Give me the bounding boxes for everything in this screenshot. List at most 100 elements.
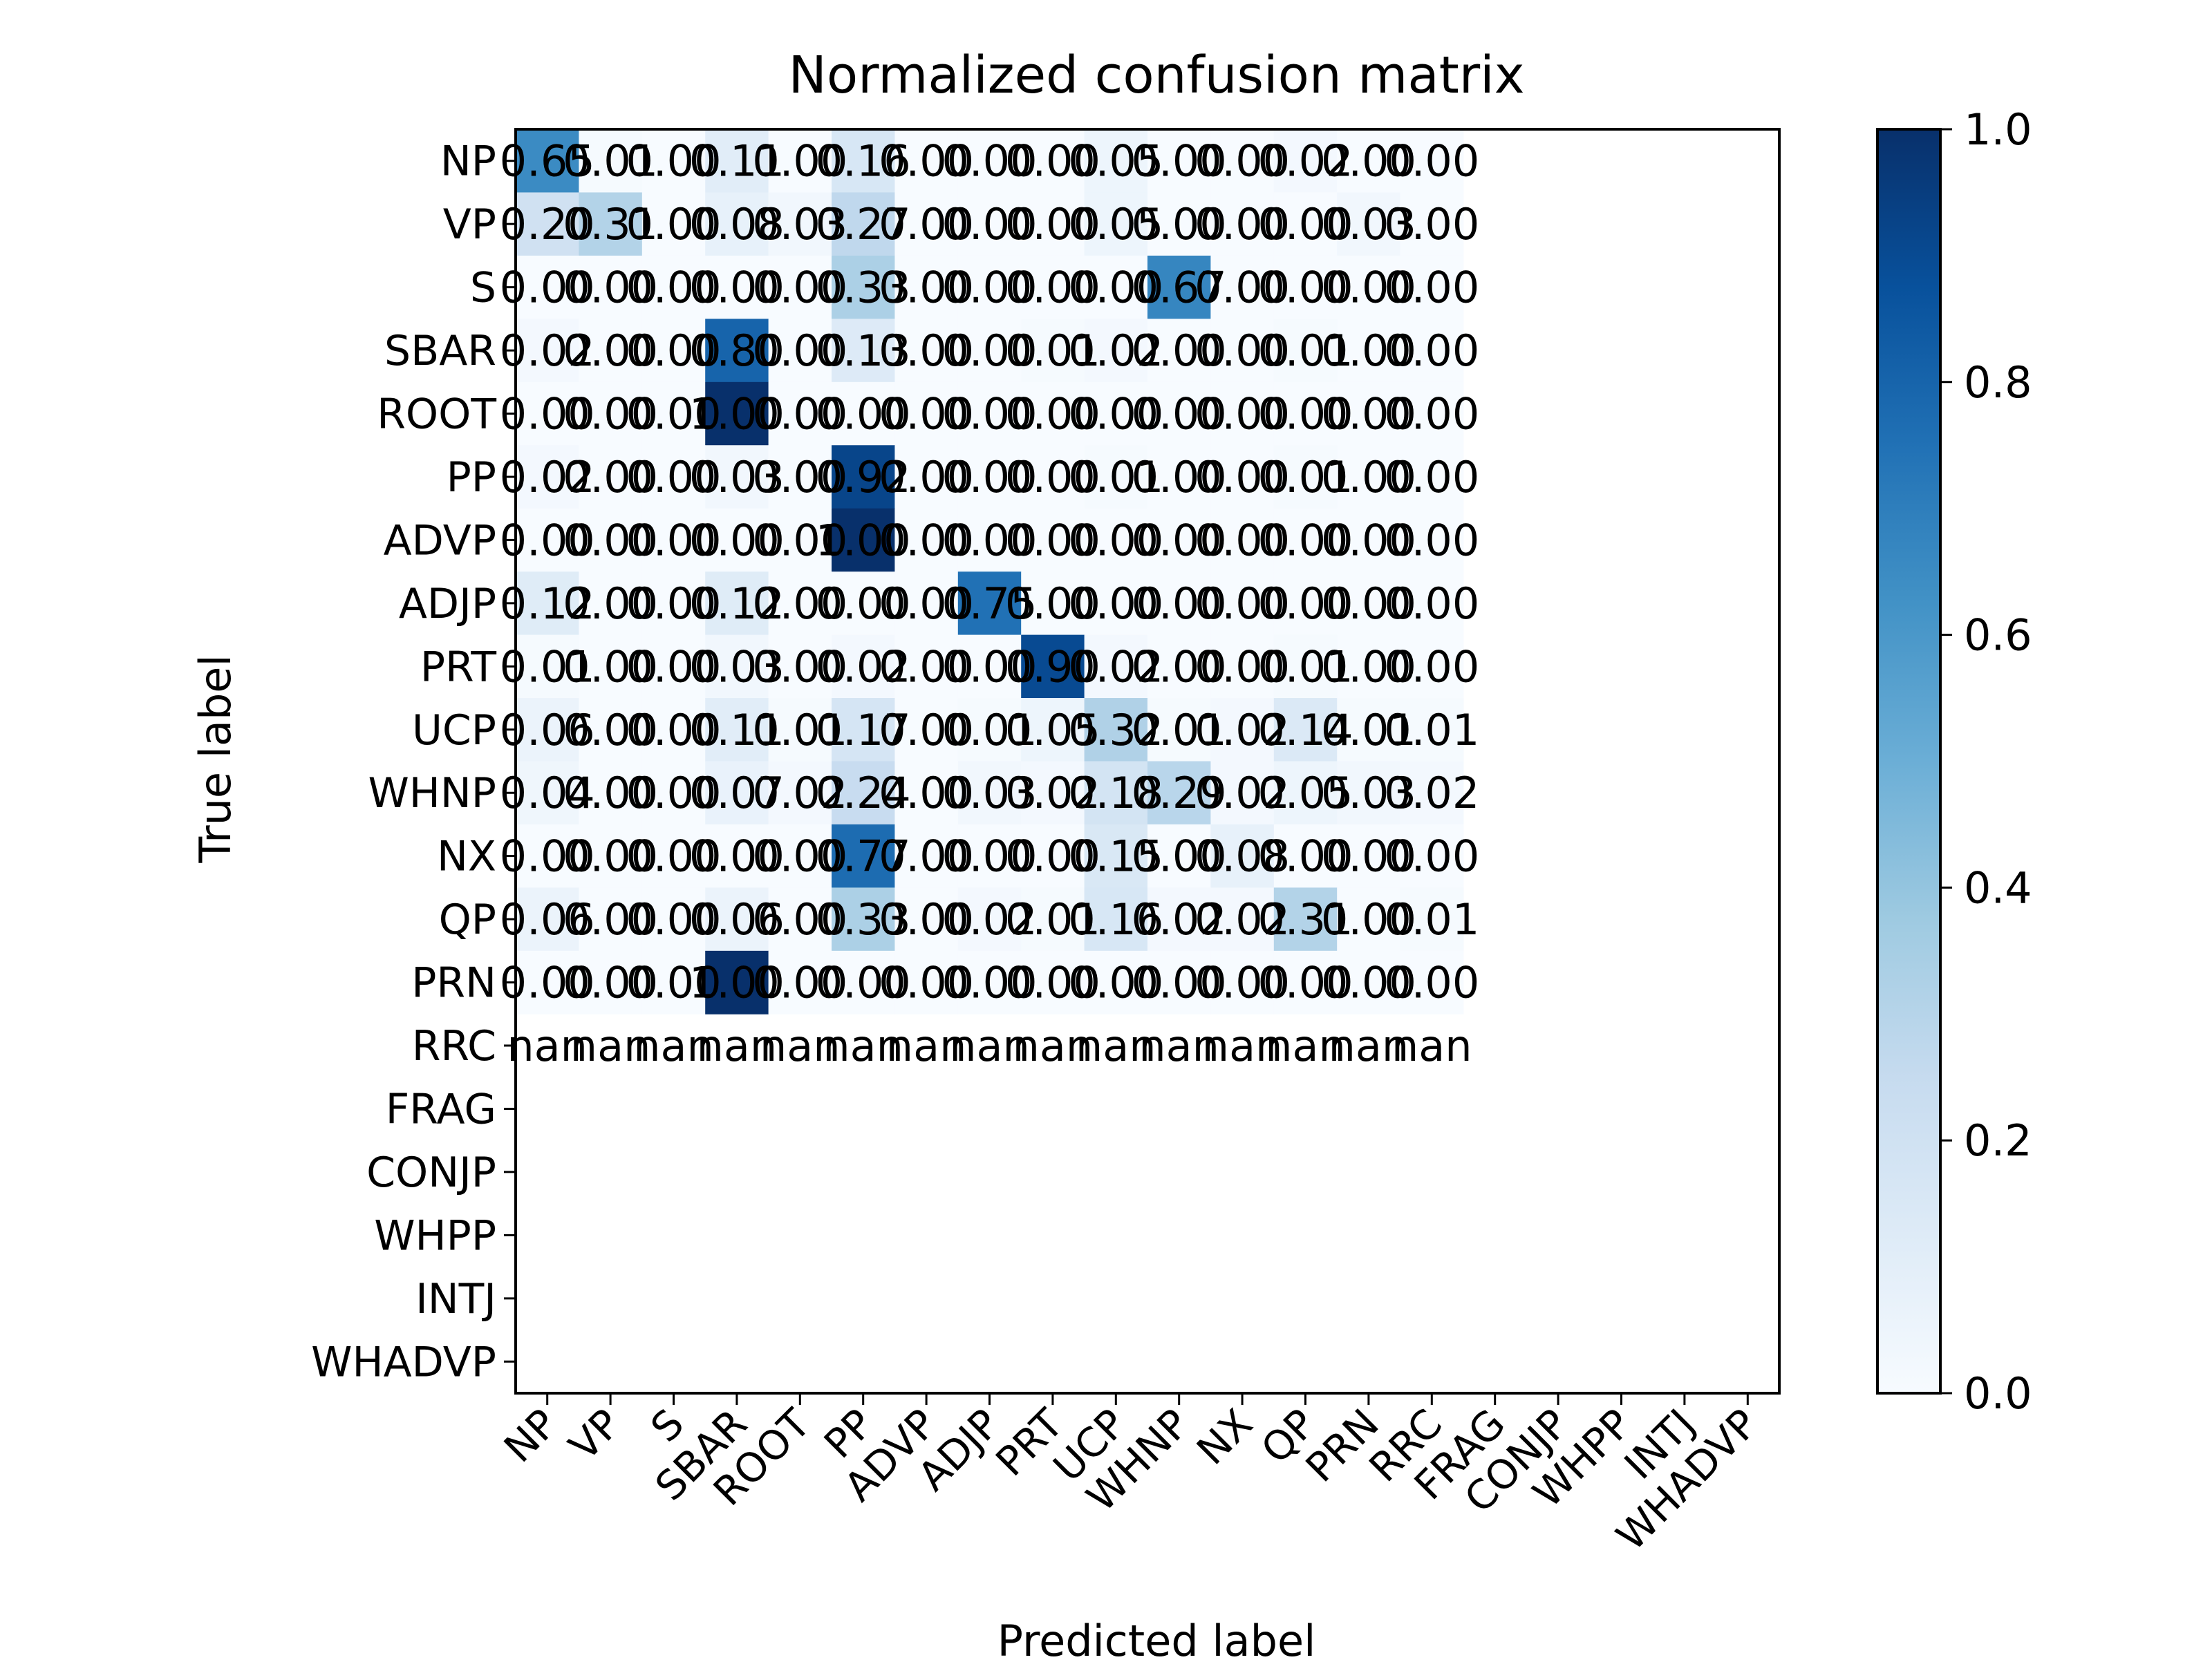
heatmap-cell: [1210, 192, 1275, 256]
heatmap-cell: [1400, 887, 1464, 952]
heatmap-cell: [894, 887, 959, 952]
heatmap-cell: [1273, 129, 1338, 193]
cell-value-label: 0.00: [879, 578, 974, 629]
cell-value-label: 0.00: [1321, 831, 1416, 882]
cell-value-label: 0.80: [689, 325, 785, 376]
cell-value-label: 0.15: [1068, 831, 1163, 882]
cell-value-label: 0.00: [941, 263, 1037, 313]
y-tick-label: WHPP: [374, 1211, 496, 1260]
heatmap-cell: [579, 255, 643, 319]
cell-value-label: 0.00: [1321, 894, 1416, 945]
cell-value-label: 0.00: [563, 578, 658, 629]
heatmap-cell: [516, 129, 579, 193]
heatmap-cell: [1273, 381, 1338, 446]
x-axis-label: Predicted label: [997, 1616, 1316, 1659]
heatmap-cell: [894, 129, 959, 193]
cell-value-label: nan: [760, 1021, 841, 1071]
cell-value-label: 0.00: [1321, 263, 1416, 313]
heatmap-cell: [641, 508, 706, 572]
heatmap-cell: [579, 761, 643, 825]
heatmap-cell: [1021, 761, 1085, 825]
heatmap-cell: [1210, 255, 1275, 319]
heatmap-cell: [957, 508, 1022, 572]
cell-value-label: 0.00: [1132, 136, 1227, 187]
cell-value-label: nan: [1138, 1021, 1219, 1071]
heatmap-cell: [705, 129, 769, 193]
heatmap-cell: [1400, 950, 1464, 1014]
heatmap-cell: [579, 445, 643, 509]
cell-value-label: 0.05: [1257, 768, 1353, 818]
y-tick-label: UCP: [412, 706, 496, 755]
cell-value-label: 0.00: [689, 831, 785, 882]
cell-value-label: 0.00: [626, 263, 721, 313]
cell-value-label: 0.00: [1384, 325, 1479, 376]
heatmap-cell: [516, 381, 579, 446]
cell-value-label: 0.00: [1384, 515, 1479, 565]
y-tick-label: S: [470, 264, 496, 312]
heatmap-cell: [894, 761, 959, 825]
heatmap-cell: [768, 572, 832, 636]
cell-value-label: 0.02: [941, 894, 1037, 945]
heatmap-cell: [832, 824, 895, 888]
cell-value-label: 0.00: [1321, 515, 1416, 565]
heatmap-cell: [516, 824, 579, 888]
heatmap-cell: [768, 255, 832, 319]
cell-value-label: 0.02: [1005, 768, 1100, 818]
heatmap-cell: [1084, 445, 1148, 509]
heatmap-cell: [832, 381, 895, 446]
cell-value-label: 0.00: [879, 263, 974, 313]
cell-value-label: 0.00: [752, 958, 847, 1008]
heatmap-cell: [1400, 698, 1464, 762]
heatmap-cell: [894, 192, 959, 256]
heatmap-cell: [894, 634, 959, 699]
heatmap-cell: [516, 319, 579, 383]
heatmap-cell: [516, 761, 579, 825]
heatmap-cell: [579, 698, 643, 762]
colorbar-tick-label: 0.6: [1964, 610, 2032, 661]
heatmap-cell: [832, 508, 895, 572]
cell-value-label: 0.01: [941, 705, 1037, 755]
heatmap-cell: [641, 129, 706, 193]
heatmap-cell: [894, 508, 959, 572]
cell-value-label: 0.00: [1005, 578, 1100, 629]
cell-value-label: 0.00: [941, 389, 1037, 440]
heatmap-cell: [1021, 824, 1085, 888]
heatmap-cell: [1084, 698, 1148, 762]
heatmap-cell: [832, 192, 895, 256]
cell-value-label: nan: [697, 1021, 778, 1071]
heatmap-cell: [1337, 192, 1401, 256]
cell-value-label: 0.07: [689, 768, 785, 818]
chart-title: Normalized confusion matrix: [788, 46, 1524, 105]
cell-value-label: nan: [1329, 1021, 1409, 1071]
heatmap-cell: [1273, 950, 1338, 1014]
heatmap-cell: [1337, 255, 1401, 319]
cell-value-label: 0.00: [1321, 325, 1416, 376]
heatmap-cell: [1147, 824, 1211, 888]
cell-value-label: 0.00: [941, 452, 1037, 502]
cell-value-label: 0.29: [1132, 768, 1227, 818]
cell-value-label: 0.00: [752, 325, 847, 376]
cell-value-label: 0.01: [1257, 452, 1353, 502]
heatmap-cell: [894, 381, 959, 446]
cell-value-label: 0.00: [563, 515, 658, 565]
heatmap-cell: [1147, 950, 1211, 1014]
heatmap-cell: [894, 255, 959, 319]
cell-value-label: 0.00: [879, 705, 974, 755]
heatmap-cell: [1400, 508, 1464, 572]
heatmap-cell: [579, 192, 643, 256]
colorbar-tick-label: 0.0: [1964, 1368, 2032, 1419]
heatmap-cell: [1400, 255, 1464, 319]
cell-value-label: 0.00: [879, 768, 974, 818]
cell-value-label: 0.00: [1321, 136, 1416, 187]
heatmap-cell: [641, 887, 706, 952]
y-tick-label: PRN: [411, 959, 496, 1008]
cell-value-label: 0.00: [1321, 389, 1416, 440]
cell-value-label: 0.00: [626, 958, 721, 1008]
heatmap-cell: [894, 698, 959, 762]
cell-value-label: 0.31: [563, 199, 658, 249]
cell-value-label: 0.00: [1068, 958, 1163, 1008]
heatmap-cell: [957, 445, 1022, 509]
heatmap-cell: [516, 192, 579, 256]
cell-value-label: 0.01: [1257, 641, 1353, 692]
